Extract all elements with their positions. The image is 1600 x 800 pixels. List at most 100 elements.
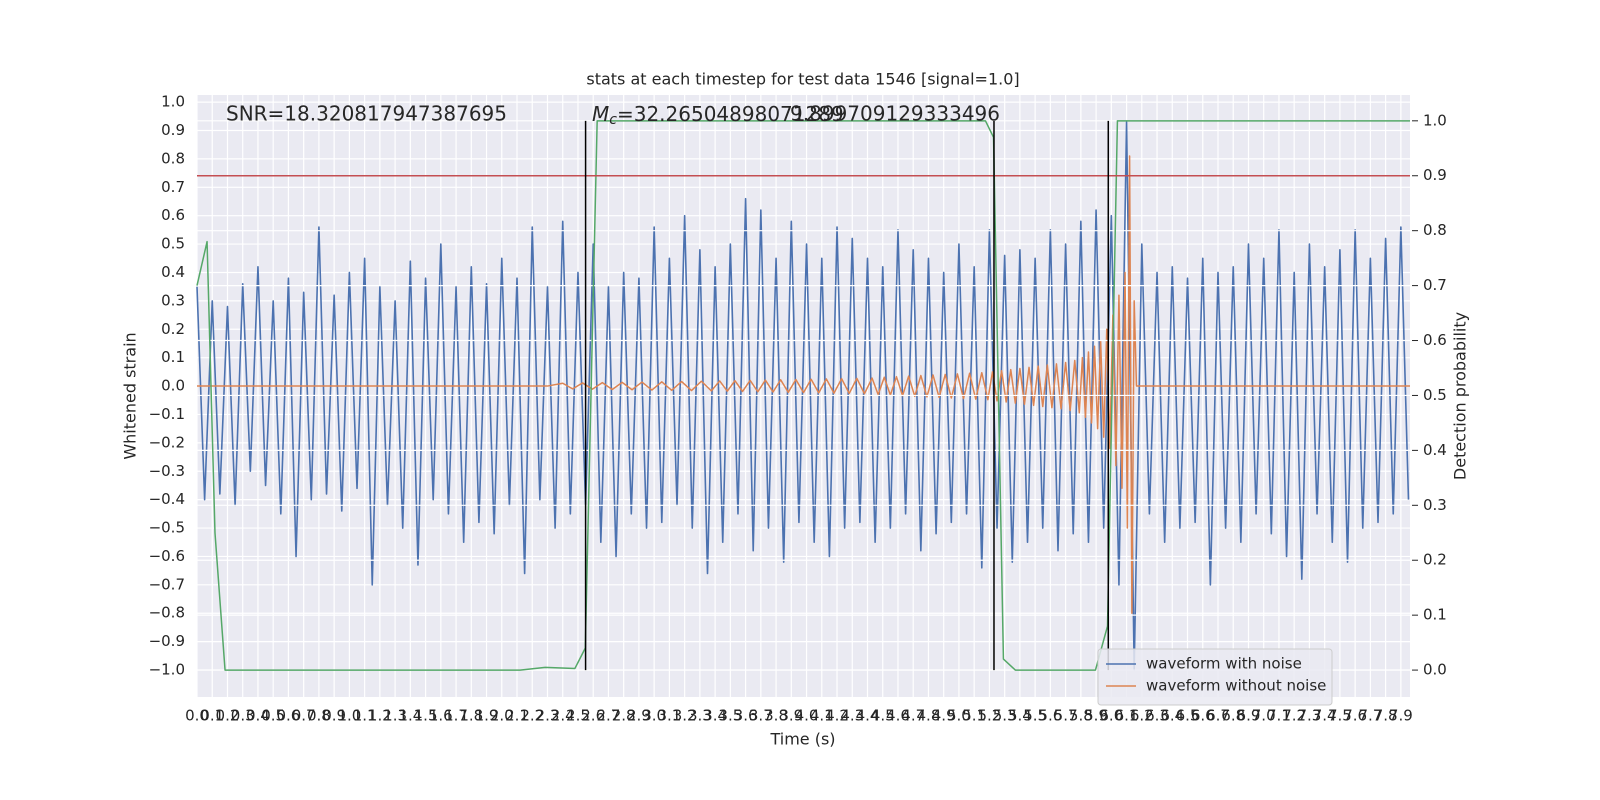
x-tick-label: 2.9 [627,707,651,725]
y2-tick-label: 0.6 [1423,331,1447,349]
x-tick-label: 1.8 [459,707,483,725]
x-tick-label: 5.8 [1069,707,1093,725]
y2-tick-label: 0.7 [1423,276,1447,294]
y2-tick-label: 0.9 [1423,166,1447,184]
y-tick-label: −0.9 [149,632,185,650]
x-tick-label: 5.2 [977,707,1001,725]
y-tick-label: 0.8 [161,149,185,167]
x-tick-label: 7.6 [1343,707,1367,725]
y-tick-label: −0.6 [149,547,185,565]
annotation-text: =32.26504898071289 [617,102,844,126]
line-series [197,155,1410,614]
x-tick-label: 1.0 [337,707,361,725]
y-tick-label: −1.0 [149,661,185,679]
x-tick-label: 3.8 [764,707,788,725]
x-tick-label: 2.8 [612,707,636,725]
x-tick-label: 6.4 [1160,707,1184,725]
x-tick-label: 4.2 [825,707,849,725]
y2-tick-label: 0.4 [1423,441,1447,459]
x-tick-label: 4.9 [932,707,956,725]
y-tick-label: 0.3 [161,291,185,309]
y2-tick-label: 0.3 [1423,496,1447,514]
y-tick-label: 0.7 [161,178,185,196]
x-axis-label: Time (s) [769,730,835,749]
y-tick-label: 0.5 [161,235,185,253]
x-tick-label: 4.5 [871,707,895,725]
x-tick-label: 3.7 [749,707,773,725]
annotation: SNR=18.320817947387695 [226,102,507,126]
y2-tick-label: 0.8 [1423,221,1447,239]
x-tick-label: 3.4 [703,707,727,725]
x-tick-label: 1.4 [398,707,422,725]
x-tick-label: 1.5 [414,707,438,725]
x-tick-label: 2.7 [597,707,621,725]
chart-title: stats at each timestep for test data 154… [586,70,1019,89]
y-tick-label: −0.2 [149,433,185,451]
annotation-symbol: M [592,102,609,126]
x-tick-label: 5.5 [1023,707,1047,725]
x-tick-label: 4.6 [886,707,910,725]
x-tick-label: 5.1 [962,707,986,725]
annotation-subscript: c [609,112,617,128]
y-tick-label: 1.0 [161,93,185,111]
y-tick-label: −0.5 [149,519,185,537]
x-tick-label: 2.2 [520,707,544,725]
x-tick-label: 4.3 [840,707,864,725]
x-tick-label: 6.1 [1115,707,1139,725]
x-tick-label: 2.3 [536,707,560,725]
x-tick-label: 3.0 [642,707,666,725]
y-tick-label: −0.7 [149,575,185,593]
x-tick-label: 2.0 [490,707,514,725]
x-tick-label: 0.9 [322,707,346,725]
x-tick-label: 5.3 [993,707,1017,725]
y2-tick-label: 0.5 [1423,386,1447,404]
y-tick-label: −0.8 [149,604,185,622]
y-axis-label: Whitened strain [121,332,140,459]
x-tick-label: 7.0 [1252,707,1276,725]
y-tick-label: 0.6 [161,206,185,224]
x-tick-label: 1.1 [353,707,377,725]
x-tick-label: 1.2 [368,707,392,725]
y-tick-label: −0.1 [149,405,185,423]
x-tick-label: 6.7 [1206,707,1230,725]
x-tick-label: 0.3 [231,707,255,725]
x-tick-label: 7.7 [1358,707,1382,725]
x-tick-label: 3.5 [718,707,742,725]
x-tick-label: 3.1 [657,707,681,725]
x-tick-label: 7.4 [1313,707,1337,725]
y2-tick-label: 0.1 [1423,606,1447,624]
y2-tick-label: 0.0 [1423,661,1447,679]
x-tick-label: 6.8 [1221,707,1245,725]
y-tick-label: −0.4 [149,490,185,508]
legend-box [1097,648,1333,706]
x-tick-label: 2.5 [566,707,590,725]
y2-tick-label: 0.2 [1423,551,1447,569]
x-tick-label: 6.2 [1130,707,1154,725]
x-tick-label: 1.6 [429,707,453,725]
x-tick-label: 4.8 [917,707,941,725]
x-tick-label: 1.7 [444,707,468,725]
y2-tick-label: 1.0 [1423,111,1447,129]
annotation: Mc=32.26504898071289 [592,102,844,129]
x-tick-label: 0.5 [261,707,285,725]
x-tick-label: 6.9 [1237,707,1261,725]
x-tick-label: 3.9 [779,707,803,725]
x-tick-label: 5.4 [1008,707,1032,725]
x-tick-label: 7.9 [1389,707,1413,725]
x-tick-label: 7.1 [1267,707,1291,725]
x-tick-label: 2.4 [551,707,575,725]
x-tick-label: 0.1 [200,707,224,725]
x-tick-label: 5.9 [1084,707,1108,725]
legend-label: waveform with noise [1146,655,1302,673]
x-tick-label: 1.9 [475,707,499,725]
x-tick-label: 0.2 [216,707,240,725]
x-tick-label: 7.3 [1297,707,1321,725]
x-tick-label: 4.7 [901,707,925,725]
annotation: 9.899709129333496 [790,102,1000,126]
x-tick-label: 5.6 [1038,707,1062,725]
x-tick-label: 1.3 [383,707,407,725]
y-tick-label: 0.4 [161,263,185,281]
x-tick-label: 0.8 [307,707,331,725]
x-tick-label: 7.5 [1328,707,1352,725]
